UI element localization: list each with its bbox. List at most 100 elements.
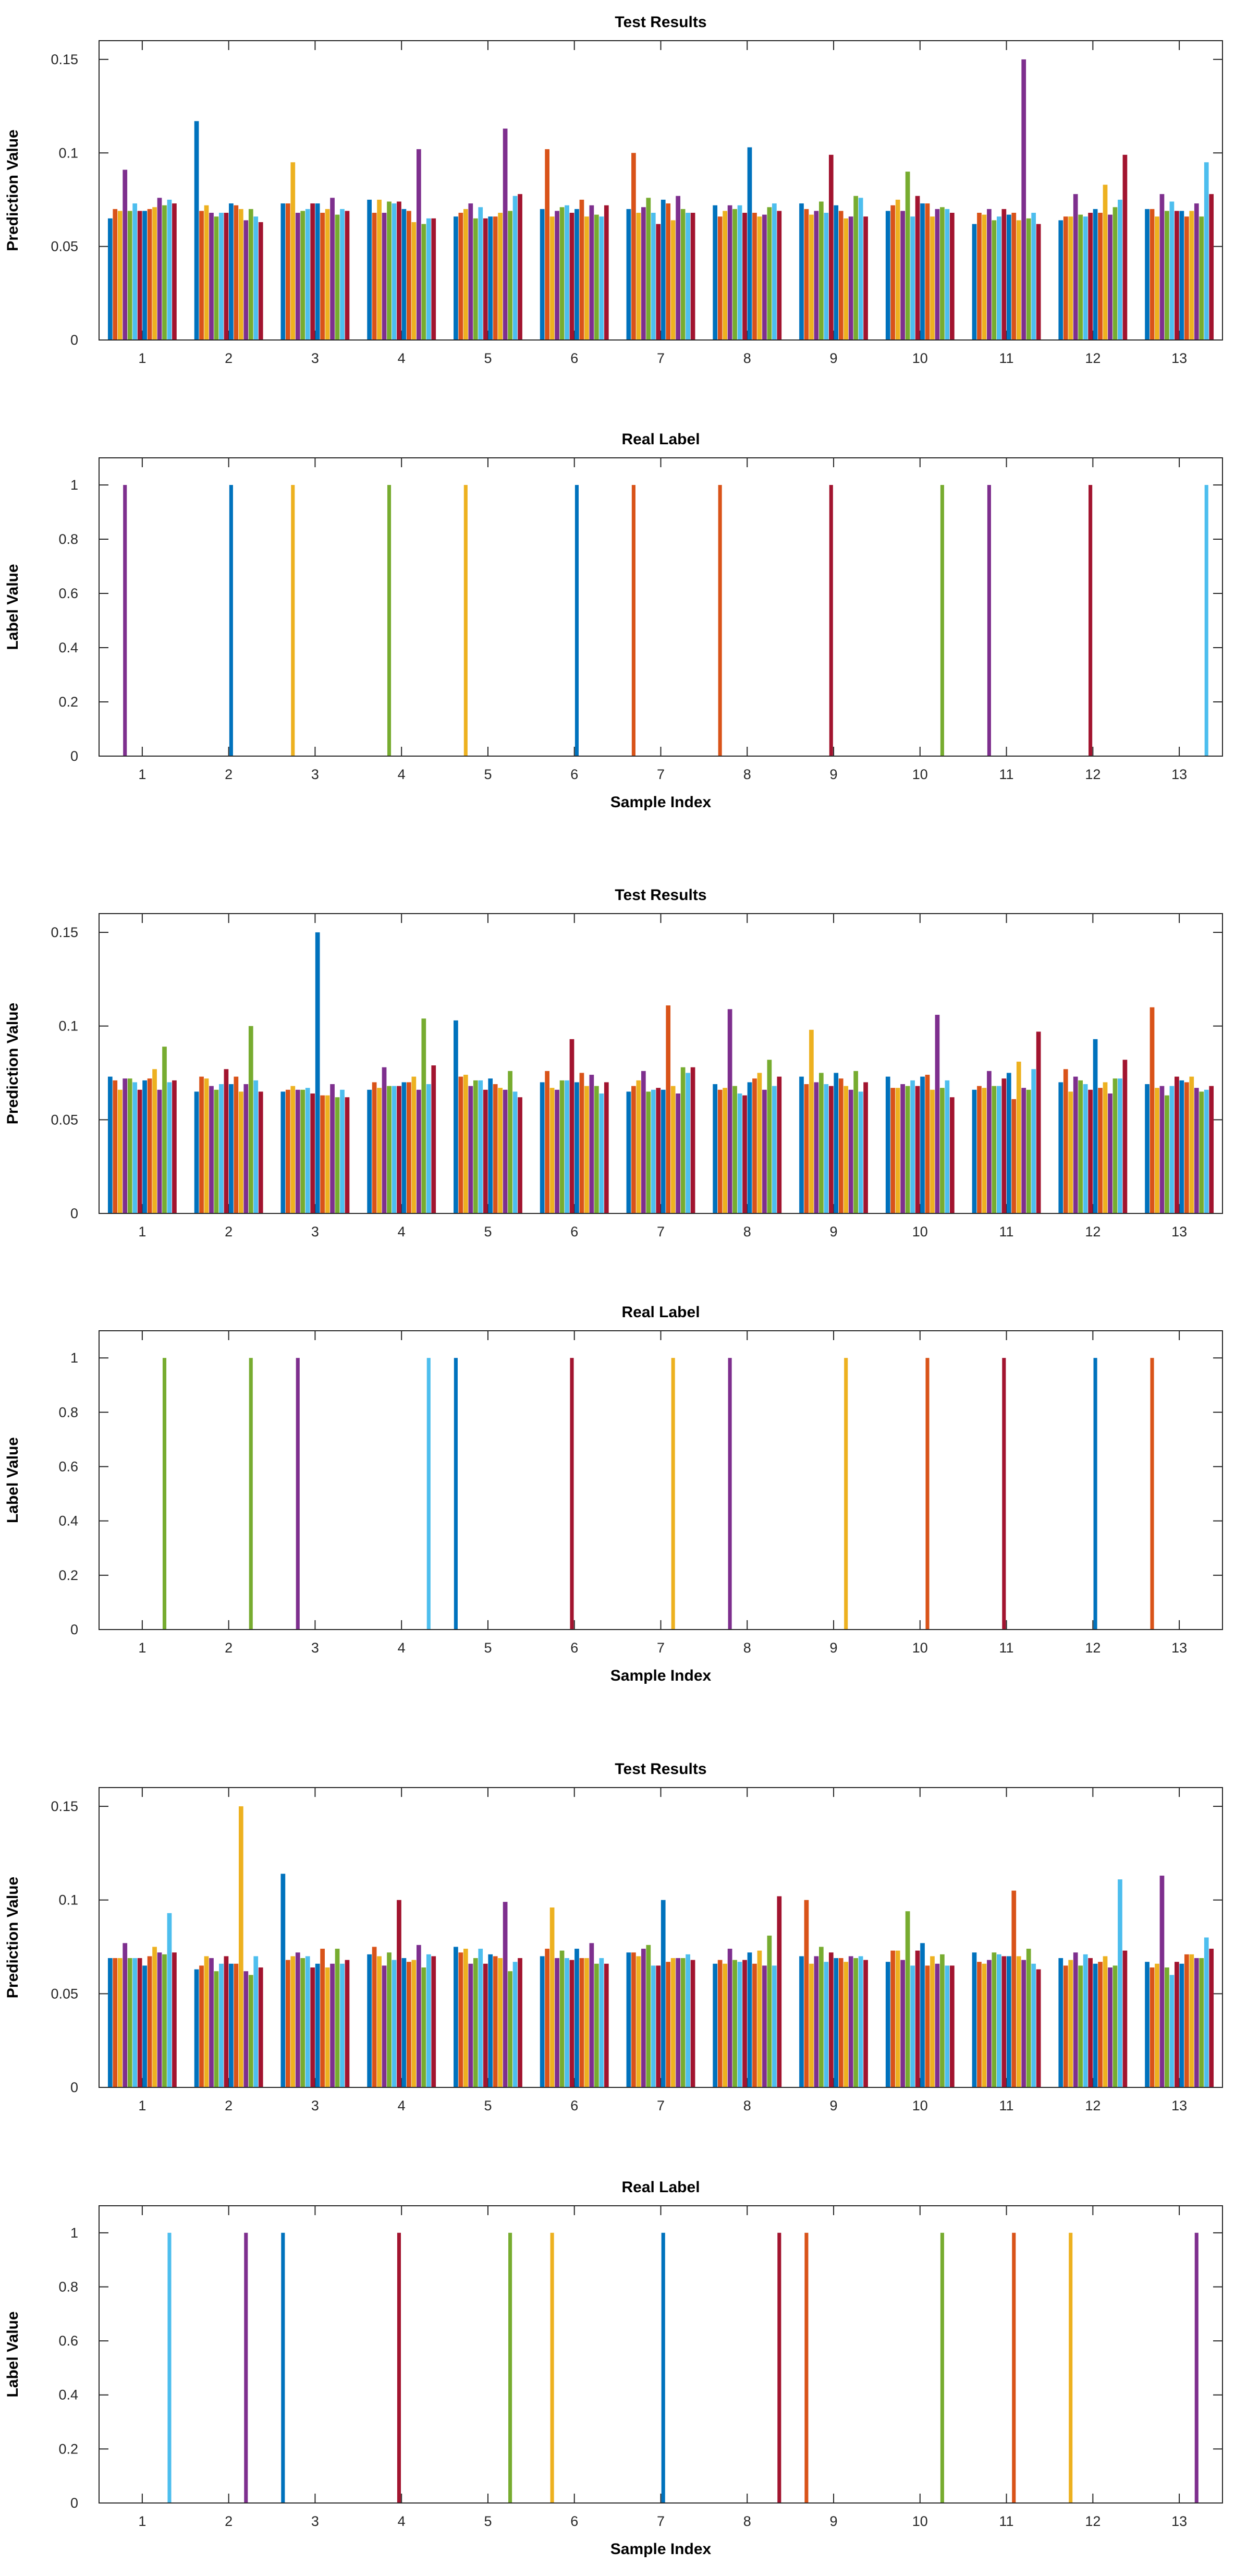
bar-s8-11: [1006, 1073, 1011, 1213]
bar-s13-12: [1118, 1879, 1122, 2087]
y-axis-label: Label Value: [4, 1437, 21, 1523]
bar-s11-7: [676, 1958, 681, 2087]
bar-s2-6: [545, 1071, 549, 1213]
bar-s7-8: [742, 1960, 747, 2087]
bar-s11-7: [676, 196, 681, 340]
bar-s3-1: [117, 1089, 123, 1213]
y-tick-label: 0.4: [58, 1513, 78, 1529]
bar-s3-1: [117, 1958, 123, 2087]
bar-s8-5: [488, 216, 493, 340]
bar-s5-13: [1165, 1967, 1169, 2087]
plot-area: [99, 40, 1223, 341]
bar-s9-3: [320, 1095, 325, 1213]
bar-s11-13: [1194, 1088, 1199, 1213]
x-tick-label: 6: [570, 2513, 578, 2529]
bar-s4-7: [641, 1949, 646, 2087]
bar-s12-12: [1112, 1965, 1118, 2087]
bar-s6-9: [824, 213, 829, 340]
bar-s10-9: [843, 218, 849, 340]
bar-s10-2: [238, 1806, 243, 2087]
bar-s8-11: [1006, 214, 1011, 340]
bar-s3-5: [463, 1949, 468, 2087]
bar-s11-3: [330, 1963, 335, 2087]
bar-s8-11: [1006, 1956, 1011, 2087]
x-tick-label: 2: [225, 2513, 233, 2529]
bar-s7-3: [310, 1093, 315, 1213]
bar-s3-12: [1068, 216, 1073, 340]
x-tick-label: 11: [999, 350, 1014, 366]
bar-s5-5: [473, 1958, 478, 2087]
bar-s3-3: [291, 485, 295, 756]
bar-s11-5: [503, 1902, 508, 2087]
bar-s11-10: [935, 209, 940, 340]
bar-s10-8: [757, 1073, 762, 1213]
bar-s7-10: [915, 1950, 920, 2087]
bar-s5-3: [300, 1958, 305, 2087]
bar-s14-10: [950, 1097, 955, 1213]
y-axis-label: Prediction Value: [4, 1003, 21, 1124]
bar-s5-12: [1078, 214, 1083, 340]
x-tick-label: 11: [999, 1640, 1014, 1656]
bar-s5-2: [214, 1971, 219, 2087]
bar-s5-11: [992, 1952, 997, 2087]
bar-s4-8: [728, 1358, 732, 1630]
bar-s11-8: [762, 1965, 767, 2087]
bar-s11-10: [935, 1963, 940, 2087]
bar-s8-5: [488, 1954, 493, 2087]
x-tick-label: 5: [484, 350, 492, 366]
bar-s11-6: [589, 205, 594, 340]
bar-s13-4: [426, 218, 431, 340]
bar-s2-8: [717, 216, 723, 340]
bar-s1-3: [280, 1091, 286, 1213]
bar-s13-1: [167, 1082, 172, 1213]
bar-s11-7: [676, 1093, 681, 1213]
bar-s10-6: [584, 1086, 589, 1213]
bar-s7-5: [483, 1089, 488, 1213]
x-tick-label: 1: [138, 2513, 146, 2529]
bar-s13-7: [686, 1954, 690, 2087]
bar-s13-1: [167, 1913, 172, 2087]
bar-s10-12: [1103, 185, 1108, 340]
bar-s12-7: [680, 1958, 686, 2087]
bar-s6-5: [478, 1949, 483, 2087]
axes-frame: [99, 40, 1223, 341]
x-tick-label: 9: [830, 1640, 838, 1656]
axes-frame: [99, 913, 1223, 1214]
bar-s14-10: [950, 213, 955, 340]
x-tick-label: 8: [743, 1224, 751, 1240]
bar-s10-3: [325, 209, 330, 340]
bar-s4-6: [555, 211, 559, 340]
bar-s2-5: [458, 1952, 463, 2087]
bar-s5-5: [473, 1080, 478, 1213]
x-axis-label: Sample Index: [610, 1667, 712, 1684]
bar-s3-8: [723, 1963, 728, 2087]
bar-s12-10: [940, 1088, 945, 1213]
bar-s12-6: [594, 1963, 599, 2087]
bar-s4-5: [468, 1086, 473, 1213]
bar-s3-5: [463, 1075, 468, 1213]
bar-s9-3: [320, 213, 325, 340]
bar-s10-10: [930, 1956, 935, 2087]
bar-s14-12: [1122, 1060, 1128, 1213]
x-tick-label: 1: [138, 1640, 146, 1656]
bar-s5-9: [818, 201, 824, 340]
bar-s3-1: [117, 211, 123, 340]
bar-s3-9: [809, 1029, 814, 1213]
bar-s2-9: [804, 1900, 809, 2087]
bar-s14-8: [777, 1076, 782, 1213]
bar-s11-2: [243, 220, 249, 340]
bar-s9-12: [1098, 213, 1103, 340]
bar-s1-9: [799, 1956, 804, 2087]
bar-s14-2: [258, 1091, 263, 1213]
bar-s12-2: [249, 1358, 253, 1630]
bar-s6-11: [997, 1954, 1001, 2087]
bar-s4-8: [727, 1009, 732, 1213]
x-tick-label: 4: [398, 350, 406, 366]
bar-s7-2: [224, 213, 229, 340]
bar-s2-12: [1063, 1965, 1068, 2087]
bar-s3-13: [1155, 1088, 1159, 1213]
x-tick-label: 9: [830, 2098, 838, 2113]
bar-s13-9: [858, 1091, 863, 1213]
bar-s7-5: [483, 1963, 488, 2087]
bar-s4-4: [382, 213, 387, 340]
